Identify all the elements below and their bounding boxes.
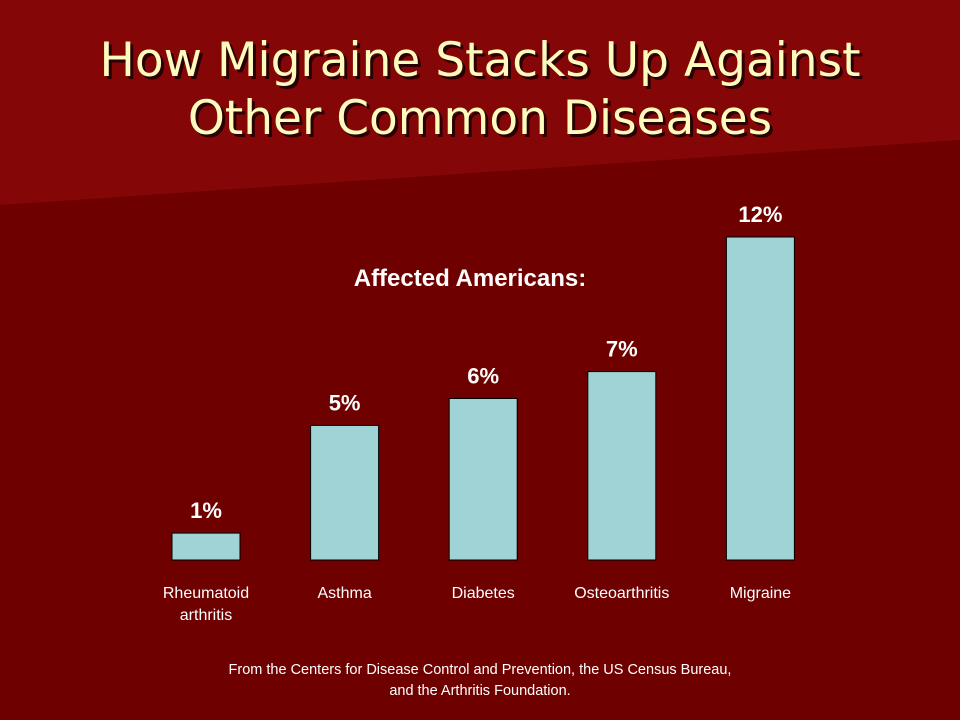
category-label-0-line-1: arthritis — [180, 607, 232, 624]
bar-value-label-4: 12% — [738, 202, 782, 227]
slide-title: How Migraine Stacks Up Against Other Com… — [0, 32, 960, 148]
bar-value-label-0: 1% — [190, 498, 222, 523]
slide-title-line-2: Other Common Diseases — [187, 91, 773, 146]
source-note-line-1: From the Centers for Disease Control and… — [228, 662, 732, 678]
slide-title-line-1: How Migraine Stacks Up Against — [99, 33, 861, 88]
bar-0 — [171, 532, 241, 561]
category-label-2-line-0: Diabetes — [452, 585, 515, 602]
bar-1 — [310, 424, 380, 561]
category-label-4-line-0: Migraine — [730, 585, 791, 602]
category-label-1-line-0: Asthma — [317, 585, 371, 602]
bar-value-label-3: 7% — [606, 337, 638, 362]
source-note: From the Centers for Disease Control and… — [100, 660, 860, 702]
chart-subtitle: Affected Americans: — [353, 265, 587, 292]
bar-value-label-1: 5% — [329, 390, 361, 415]
category-label-3-line-0: Osteoarthritis — [574, 585, 669, 602]
bar-2 — [448, 398, 518, 561]
bar-4 — [725, 236, 795, 561]
source-note-line-2: and the Arthritis Foundation. — [389, 683, 571, 699]
category-label-0-line-0: Rheumatoid — [163, 585, 249, 602]
bar-3 — [587, 371, 657, 561]
bar-value-label-2: 6% — [467, 364, 499, 389]
